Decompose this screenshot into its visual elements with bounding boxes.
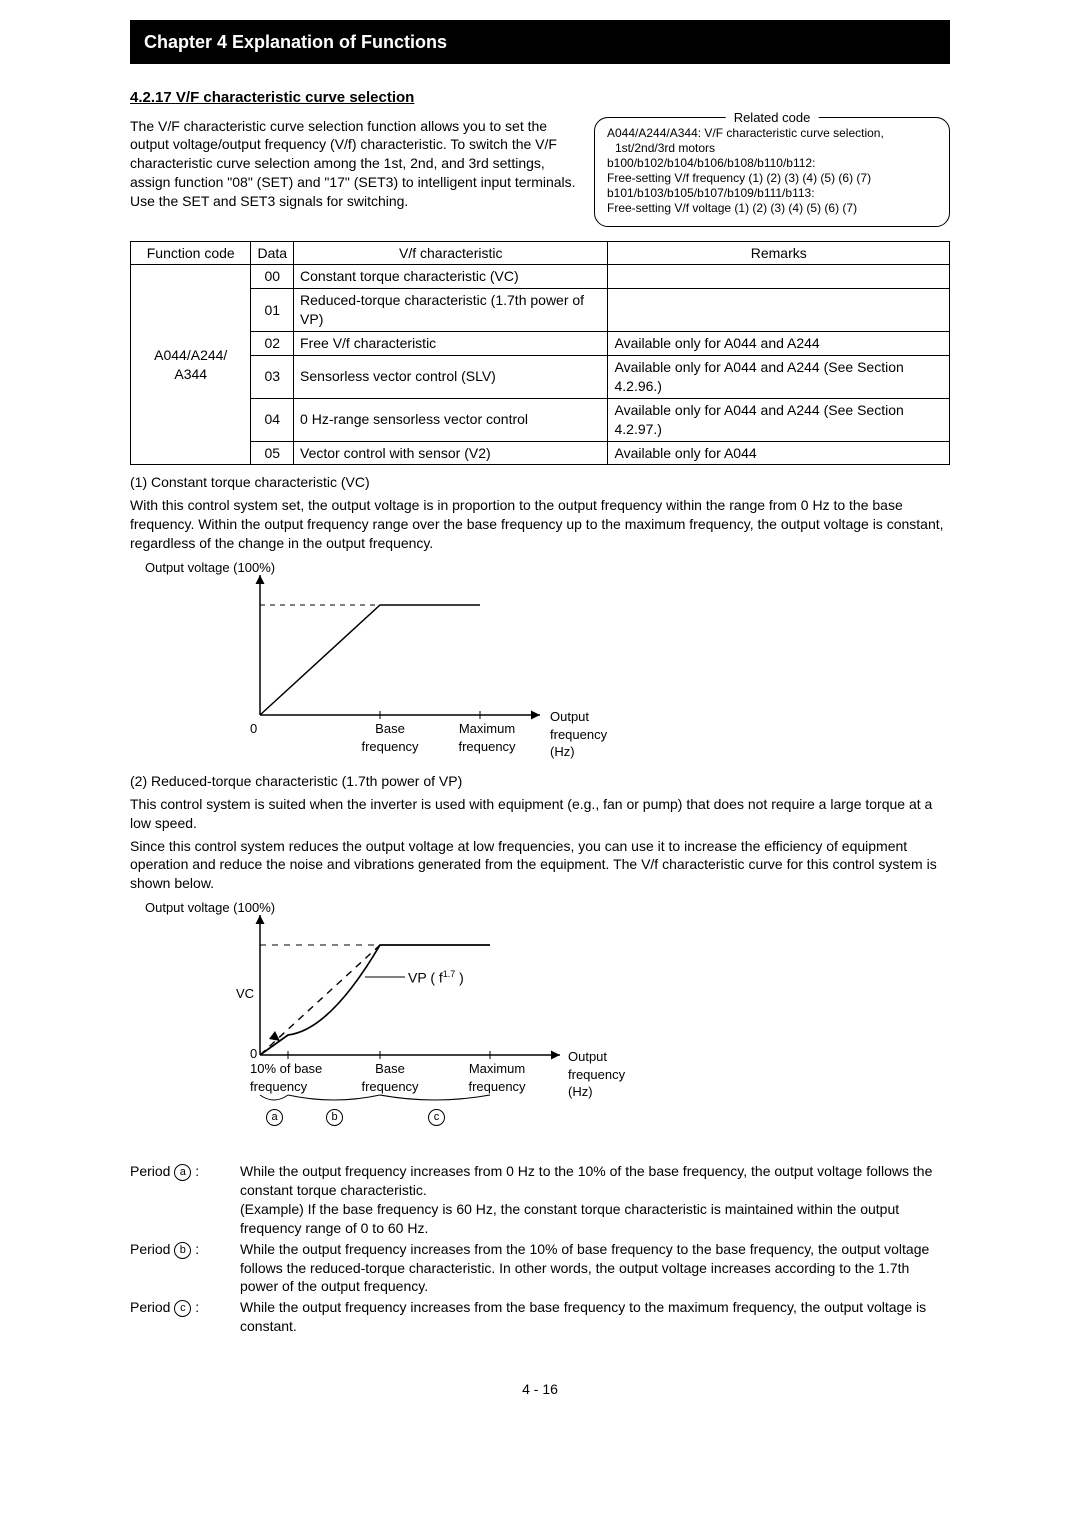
period-b-label: Period b : (130, 1240, 230, 1259)
table-cell: Vector control with sensor (V2) (294, 441, 608, 465)
chart1-ylabel: Output voltage (100%) (145, 559, 275, 577)
table-cell: Available only for A044 and A244 (See Se… (608, 356, 950, 399)
table-cell: 04 (251, 398, 294, 441)
related-line: b101/b103/b105/b107/b109/b111/b113: (607, 186, 937, 201)
table-cell: Free V/f characteristic (294, 332, 608, 356)
intro-row: The V/F characteristic curve selection f… (130, 117, 950, 227)
chart1-xlabel: Output frequency (Hz) (550, 708, 610, 761)
region-c-icon: c (428, 1109, 445, 1126)
table-header: Data (251, 241, 294, 265)
table-header: Remarks (608, 241, 950, 265)
section-number: 4.2.17 (130, 89, 172, 106)
chart2-tick3: Maximum frequency (462, 1060, 532, 1095)
related-code-label: Related code (726, 109, 819, 127)
function-table: Function code Data V/f characteristic Re… (130, 241, 950, 466)
vc-chart: Output voltage (100%) 0 Base frequency M… (180, 565, 610, 760)
period-a-label: Period a : (130, 1162, 230, 1181)
period-c-mark-icon: c (174, 1300, 191, 1317)
table-cell: Sensorless vector control (SLV) (294, 356, 608, 399)
region-b-icon: b (326, 1109, 343, 1126)
table-cell (608, 289, 950, 332)
chart2-xlabel: Output frequency (Hz) (568, 1048, 650, 1101)
table-cell: 0 Hz-range sensorless vector control (294, 398, 608, 441)
table-cell: Available only for A044 and A244 (608, 332, 950, 356)
chart2-vp-label: VP ( f1.7 ) (408, 968, 464, 988)
region-a-icon: a (266, 1109, 283, 1126)
table-cell: 01 (251, 289, 294, 332)
page-number: 4 - 16 (130, 1380, 950, 1399)
table-cell: Available only for A044 (608, 441, 950, 465)
table-cell: 00 (251, 265, 294, 289)
period-a-mark-icon: a (174, 1164, 191, 1181)
period-a-text: While the output frequency increases fro… (240, 1162, 950, 1238)
table-cell (608, 265, 950, 289)
period-c-text: While the output frequency increases fro… (240, 1298, 950, 1336)
section-title: 4.2.17 V/F characteristic curve selectio… (130, 88, 950, 108)
related-code-box: Related code A044/A244/A344: V/F charact… (594, 117, 950, 227)
function-code-cell: A044/A244/ A344 (131, 265, 251, 465)
chart2-ylabel: Output voltage (100%) (145, 899, 275, 917)
chart1-tick0: 0 (250, 720, 257, 738)
related-line: Free-setting V/f frequency (1) (2) (3) (… (607, 171, 937, 186)
vp-p1: This control system is suited when the i… (130, 795, 950, 833)
related-line: A044/A244/A344: V/F characteristic curve… (607, 126, 937, 156)
table-cell: 03 (251, 356, 294, 399)
table-cell: 05 (251, 441, 294, 465)
chart2-tick1: 10% of base frequency (250, 1060, 330, 1095)
period-c-label: Period c : (130, 1298, 230, 1317)
period-b-text: While the output frequency increases fro… (240, 1240, 950, 1297)
vp-chart: Output voltage (100%) VC VP ( f1.7 ) 0 1… (180, 905, 650, 1140)
periods-list: Period a : While the output frequency in… (130, 1162, 950, 1336)
chapter-header: Chapter 4 Explanation of Functions (130, 20, 950, 64)
chart2-vc-label: VC (236, 985, 254, 1003)
table-cell: Available only for A044 and A244 (See Se… (608, 398, 950, 441)
chart1-tick2: Maximum frequency (452, 720, 522, 755)
related-line: Free-setting V/f voltage (1) (2) (3) (4)… (607, 201, 937, 216)
vp-p2: Since this control system reduces the ou… (130, 837, 950, 894)
table-cell: Constant torque characteristic (VC) (294, 265, 608, 289)
chart2-tick2: Base frequency (355, 1060, 425, 1095)
table-header: Function code (131, 241, 251, 265)
vp-heading: (2) Reduced-torque characteristic (1.7th… (130, 772, 950, 791)
intro-text: The V/F characteristic curve selection f… (130, 117, 580, 227)
related-line: b100/b102/b104/b106/b108/b110/b112: (607, 156, 937, 171)
table-header: V/f characteristic (294, 241, 608, 265)
vc-heading: (1) Constant torque characteristic (VC) (130, 473, 950, 492)
table-cell: 02 (251, 332, 294, 356)
chart1-tick1: Base frequency (355, 720, 425, 755)
period-b-mark-icon: b (174, 1242, 191, 1259)
section-name: V/F characteristic curve selection (176, 89, 414, 106)
table-cell: Reduced-torque characteristic (1.7th pow… (294, 289, 608, 332)
vc-body: With this control system set, the output… (130, 496, 950, 553)
